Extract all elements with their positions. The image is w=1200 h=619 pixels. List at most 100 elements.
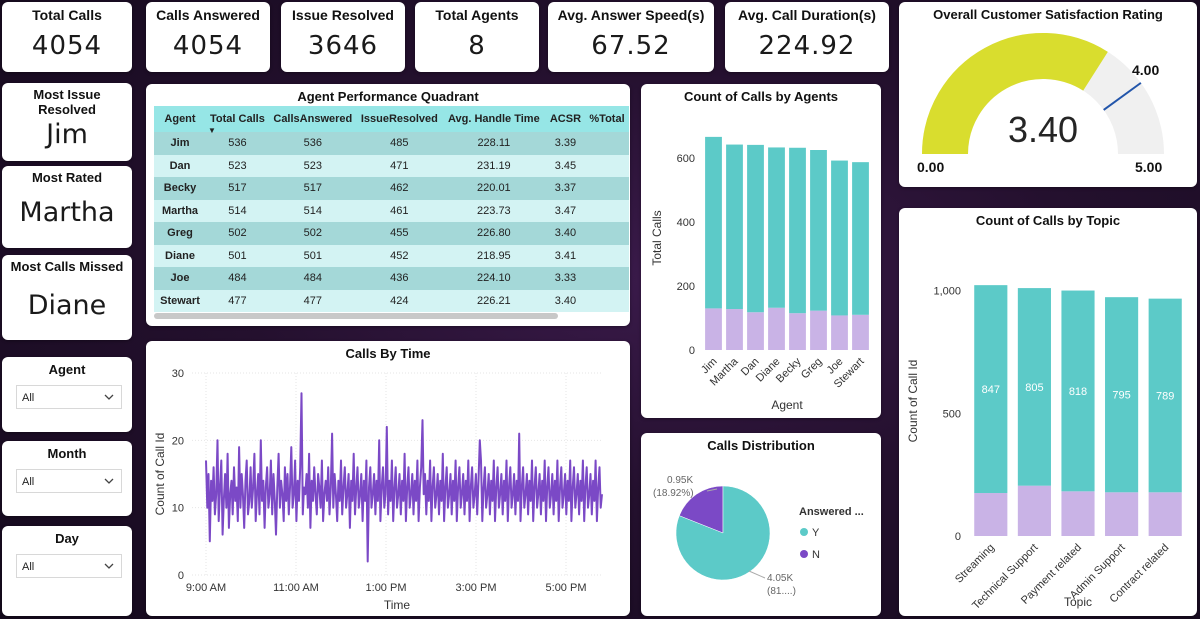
table-cell: 218.95 xyxy=(441,244,546,267)
bar xyxy=(768,147,785,308)
time-line-chart: 0 10 20 30 9:00 AM 11:00 AM 1:00 PM 3:00 PM 5:00… xyxy=(153,368,603,612)
table-cell: 223.73 xyxy=(441,199,546,222)
y-tick-label: 200 xyxy=(677,281,695,293)
pie-value-label: 0.95K xyxy=(667,475,693,486)
table-row[interactable]: Jim 536 536 485 228.11 3.39 xyxy=(154,132,630,155)
y-axis-label: Total Calls xyxy=(650,210,664,265)
horizontal-scrollbar[interactable] xyxy=(154,313,558,319)
most-issue-resolved-title: Most Issue Resolved xyxy=(33,87,101,117)
column-header-agent[interactable]: Agent xyxy=(154,106,206,132)
column-header-issue-resolved[interactable]: IssueResolved xyxy=(356,106,442,132)
kpi-total-agents: Total Agents 8 xyxy=(415,2,539,72)
chevron-down-icon xyxy=(104,478,114,484)
table-cell: 477 xyxy=(268,289,357,312)
y-tick-label: 600 xyxy=(677,153,695,165)
day-dropdown-value: All xyxy=(22,561,35,573)
table-title: Agent Performance Quadrant xyxy=(297,89,479,104)
table-cell: 228.11 xyxy=(441,132,546,155)
table-cell: 226.80 xyxy=(441,222,546,245)
table-cell: 514 xyxy=(206,199,269,222)
gauge-target-marker xyxy=(1103,82,1142,111)
table-row[interactable]: Joe 484 484 436 224.10 3.33 xyxy=(154,267,630,290)
gauge-min-label: 0.00 xyxy=(917,159,944,175)
bar xyxy=(726,144,743,310)
kpi-value: 3646 xyxy=(307,31,379,61)
kpi-value: 4054 xyxy=(172,31,244,61)
day-dropdown[interactable]: All xyxy=(16,554,122,578)
agent-dropdown[interactable]: All xyxy=(16,385,122,409)
kpi-title: Total Agents xyxy=(435,7,519,23)
bar xyxy=(705,136,722,309)
column-header-total-calls[interactable]: Total Calls ▼ xyxy=(206,106,269,135)
column-header-acsr[interactable]: ACSR xyxy=(545,106,586,132)
table-cell: 502 xyxy=(206,222,269,245)
y-axis-label: Count of Call Id xyxy=(906,360,920,443)
gauge-target-label: 4.00 xyxy=(1132,62,1159,78)
table-cell: 484 xyxy=(268,267,357,290)
gauge-title: Overall Customer Satisfaction Rating xyxy=(933,7,1163,22)
series-line xyxy=(205,392,603,563)
most-rated-card: Most Rated Martha xyxy=(2,166,132,248)
table-cell: 226.21 xyxy=(441,289,546,312)
bar-data-label: 795 xyxy=(1112,390,1130,402)
table-row[interactable]: Dan 523 523 471 231.19 3.45 xyxy=(154,154,630,177)
gauge-max-label: 5.00 xyxy=(1135,159,1162,175)
table-cell: 501 xyxy=(268,244,357,267)
kpi-value: 224.92 xyxy=(758,31,856,61)
table-row[interactable]: Stewart 477 477 424 226.21 3.40 xyxy=(154,289,630,312)
table-cell: 436 xyxy=(356,267,442,290)
table-cell xyxy=(585,177,630,200)
bar xyxy=(852,162,869,315)
satisfaction-gauge-card: Overall Customer Satisfaction Rating 3.4… xyxy=(899,2,1197,187)
month-dropdown[interactable]: All xyxy=(16,469,122,493)
column-header-calls-answered[interactable]: CallsAnswered xyxy=(268,106,357,132)
column-header-label: Total Calls xyxy=(210,113,265,125)
month-slicer: Month All xyxy=(2,441,132,516)
table-cell: Martha xyxy=(154,199,206,222)
table-cell: 523 xyxy=(206,154,269,177)
table-row[interactable]: Becky 517 517 462 220.01 3.37 xyxy=(154,177,630,200)
table-cell: Diane xyxy=(154,244,206,267)
table-cell: 485 xyxy=(356,132,442,155)
table-cell: Stewart xyxy=(154,289,206,312)
column-header-avg-handle-time[interactable]: Avg. Handle Time xyxy=(441,106,546,132)
bar xyxy=(768,307,785,350)
sort-desc-icon: ▼ xyxy=(208,126,216,135)
gauge-fill xyxy=(922,33,1108,155)
table-cell: 536 xyxy=(206,132,269,155)
pie-pct-label: (81....) xyxy=(767,586,796,597)
distribution-pie-chart: 0.95K (18.92%) 4.05K (81....) Answered ... YN xyxy=(653,475,864,597)
most-issue-resolved-card: Most Issue Resolved Jim xyxy=(2,83,132,161)
y-tick-label: 30 xyxy=(172,368,184,380)
table-cell: 224.10 xyxy=(441,267,546,290)
table-row[interactable]: Diane 501 501 452 218.95 3.41 xyxy=(154,244,630,267)
bar xyxy=(852,314,869,350)
table-cell xyxy=(585,199,630,222)
y-tick-label: 500 xyxy=(943,408,961,420)
agent-performance-table-card: Agent Performance Quadrant Agent Total C… xyxy=(146,84,630,326)
table-row[interactable]: Greg 502 502 455 226.80 3.40 xyxy=(154,222,630,245)
bar xyxy=(789,313,806,350)
y-axis-label: Count of Call Id xyxy=(153,433,167,516)
y-tick-label: 20 xyxy=(172,435,184,447)
legend-label: N xyxy=(812,549,820,561)
bar xyxy=(726,309,743,350)
calls-by-agents-card: Count of Calls by Agents 0 200 400 600 Jim Ma… xyxy=(641,84,881,418)
bar xyxy=(831,315,848,350)
table-cell: Jim xyxy=(154,132,206,155)
x-tick-label: Becky xyxy=(774,355,804,385)
x-tick-label: 1:00 PM xyxy=(366,582,407,594)
agents-chart-title: Count of Calls by Agents xyxy=(683,89,839,104)
calls-by-time-card: Calls By Time 0 10 20 30 9:00 AM 11:00 AM 1:00… xyxy=(146,341,630,616)
table-row[interactable]: Martha 514 514 461 223.73 3.47 xyxy=(154,199,630,222)
kpi-calls-answered: Calls Answered 4054 xyxy=(146,2,270,72)
gauge-value: 3.40 xyxy=(1008,109,1078,150)
table-cell: 3.47 xyxy=(545,199,586,222)
table-cell xyxy=(585,154,630,177)
column-header-pct-total[interactable]: %Total xyxy=(585,106,630,132)
kpi-value: 4054 xyxy=(31,31,103,61)
kpi-title: Avg. Answer Speed(s) xyxy=(557,7,705,23)
table-header-row: Agent Total Calls ▼ CallsAnswered IssueR… xyxy=(154,106,630,135)
table-cell: Greg xyxy=(154,222,206,245)
